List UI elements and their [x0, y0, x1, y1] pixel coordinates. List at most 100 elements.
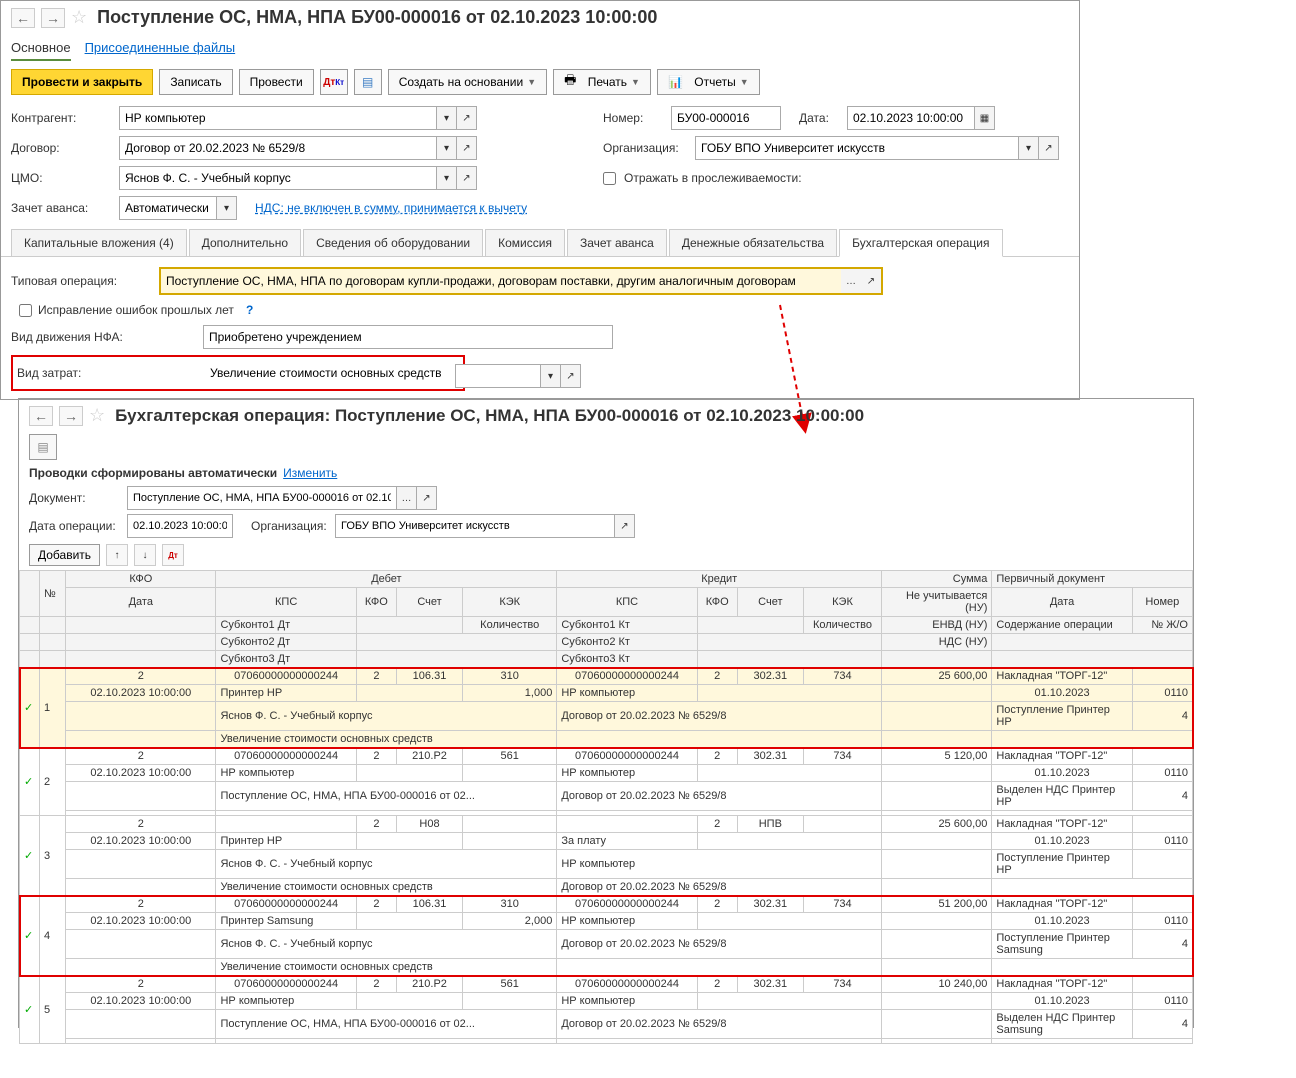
advance-dropdown[interactable]: ▾ — [217, 196, 237, 220]
nds-link[interactable]: НДС: не включен в сумму, принимается к в… — [255, 201, 527, 215]
contractor-dropdown[interactable]: ▾ — [437, 106, 457, 130]
th-sub1k: Субконто1 Кт — [557, 617, 697, 634]
nfa-label: Вид движения НФА: — [11, 330, 195, 344]
star-icon-2[interactable]: ☆ — [89, 405, 105, 426]
table-row[interactable]: ✓ 2 2 070600000000002442210.Р2561 070600… — [20, 748, 1193, 816]
contract-open[interactable]: ↗ — [457, 136, 477, 160]
contract-input[interactable] — [119, 136, 437, 160]
cost-extra-input[interactable] — [455, 364, 541, 388]
edit-link[interactable]: Изменить — [283, 466, 337, 480]
table-row[interactable]: ✓ 3 2 2Н08 2НПВ 25 600,00 Накладная "ТОР… — [20, 816, 1193, 896]
org-open[interactable]: ↗ — [1039, 136, 1059, 160]
th-noaccount: Не учитывается (НУ) — [882, 588, 992, 617]
th-kredit: Кредит — [557, 571, 882, 588]
list-icon[interactable]: ▤ — [354, 69, 382, 95]
th-check — [20, 571, 40, 617]
th-kek-k: КЭК — [803, 588, 881, 617]
advance-label: Зачет аванса: — [11, 201, 111, 215]
op-label: Типовая операция: — [11, 274, 151, 288]
bottom-title: Бухгалтерская операция: Поступление ОС, … — [115, 406, 864, 426]
cmo-open[interactable]: ↗ — [457, 166, 477, 190]
th-acc-k: Счет — [737, 588, 803, 617]
save-button[interactable]: Записать — [159, 69, 232, 95]
tab-bukhop[interactable]: Бухгалтерская операция — [839, 229, 1002, 257]
th-kfo: КФО — [66, 571, 216, 588]
tab-sved[interactable]: Сведения об оборудовании — [303, 229, 483, 256]
op-input[interactable] — [161, 269, 841, 293]
date-picker[interactable]: ▦ — [975, 106, 995, 130]
th-qty-k: Количество — [803, 617, 881, 634]
org-dropdown[interactable]: ▾ — [1019, 136, 1039, 160]
create-based-button[interactable]: Создать на основании▼ — [388, 69, 547, 95]
table-row[interactable]: ✓ 1 2 070600000000002442106.31310 070600… — [20, 668, 1193, 748]
nav-back[interactable]: ← — [11, 8, 35, 28]
tab-komissia[interactable]: Комиссия — [485, 229, 565, 256]
contractor-input[interactable] — [119, 106, 437, 130]
nfa-input[interactable] — [203, 325, 613, 349]
star-icon[interactable]: ☆ — [71, 7, 87, 28]
help-icon[interactable]: ? — [246, 303, 253, 317]
op-open[interactable]: ↗ — [861, 269, 881, 293]
th-kfo-d: КФО — [356, 588, 396, 617]
contractor-open[interactable]: ↗ — [457, 106, 477, 130]
opdate-input[interactable] — [127, 514, 233, 538]
th-qty-d: Количество — [463, 617, 557, 634]
number-input[interactable] — [671, 106, 781, 130]
th-nomer: Номер — [1132, 588, 1192, 617]
date-label: Дата: — [799, 111, 839, 125]
th-kek-d: КЭК — [463, 588, 557, 617]
org-input[interactable] — [695, 136, 1019, 160]
fix-checkbox[interactable] — [19, 304, 32, 317]
th-kps-k: КПС — [557, 588, 697, 617]
tab-zachet[interactable]: Зачет аванса — [567, 229, 667, 256]
nav-forward[interactable]: → — [41, 8, 65, 28]
op-more[interactable]: … — [841, 269, 861, 293]
cost-dropdown[interactable]: ▾ — [541, 364, 561, 388]
doc-more[interactable]: … — [397, 486, 417, 510]
post-close-button[interactable]: Провести и закрыть — [11, 69, 153, 95]
print-button[interactable]: Печать▼ — [553, 69, 651, 95]
table-row[interactable]: ✓ 4 2 070600000000002442106.31310 070600… — [20, 896, 1193, 976]
nav-back-2[interactable]: ← — [29, 406, 53, 426]
page-title: Поступление ОС, НМА, НПА БУ00-000016 от … — [97, 7, 657, 28]
table-row[interactable]: ✓ 5 2 070600000000002442210.Р2561 070600… — [20, 976, 1193, 1044]
cost-label: Вид затрат: — [17, 366, 197, 380]
cost-open[interactable]: ↗ — [561, 364, 581, 388]
contract-dropdown[interactable]: ▾ — [437, 136, 457, 160]
reports-button[interactable]: Отчеты▼ — [657, 69, 760, 95]
tab-denezh[interactable]: Денежные обязательства — [669, 229, 837, 256]
cost-input[interactable] — [205, 361, 455, 385]
tab-main[interactable]: Основное — [11, 40, 71, 55]
th-prim: Первичный документ — [992, 571, 1193, 588]
down-button[interactable]: ↓ — [134, 544, 156, 566]
th-debet: Дебет — [216, 571, 557, 588]
print-icon — [564, 71, 576, 93]
doc-input[interactable] — [127, 486, 397, 510]
fix-label: Исправление ошибок прошлых лет — [38, 303, 234, 317]
trace-label: Отражать в прослеживаемости: — [624, 171, 802, 185]
dtkt-button[interactable]: Дт — [162, 544, 184, 566]
opdate-label: Дата операции: — [29, 519, 119, 533]
tool-list-icon[interactable]: ▤ — [29, 434, 57, 460]
cmo-input[interactable] — [119, 166, 437, 190]
date-input[interactable] — [847, 106, 975, 130]
trace-checkbox[interactable] — [603, 172, 616, 185]
org-open-2[interactable]: ↗ — [615, 514, 635, 538]
tab-attached[interactable]: Присоединенные файлы — [85, 40, 236, 55]
cmo-dropdown[interactable]: ▾ — [437, 166, 457, 190]
tab-dopolnit[interactable]: Дополнительно — [189, 229, 301, 256]
doc-open[interactable]: ↗ — [417, 486, 437, 510]
report-icon — [668, 75, 683, 89]
nav-forward-2[interactable]: → — [59, 406, 83, 426]
dtkt-icon[interactable]: ДтКт — [320, 69, 348, 95]
th-sub3k: Субконто3 Кт — [557, 651, 697, 668]
postings-table: № КФО Дебет Кредит Сумма Первичный докум… — [19, 570, 1193, 1044]
up-button[interactable]: ↑ — [106, 544, 128, 566]
th-date: Дата — [66, 588, 216, 617]
cmo-label: ЦМО: — [11, 171, 111, 185]
add-button[interactable]: Добавить — [29, 544, 100, 566]
advance-input[interactable] — [119, 196, 217, 220]
org-input-2[interactable] — [335, 514, 615, 538]
tab-kapvlozh[interactable]: Капитальные вложения (4) — [11, 229, 187, 256]
post-button[interactable]: Провести — [239, 69, 314, 95]
